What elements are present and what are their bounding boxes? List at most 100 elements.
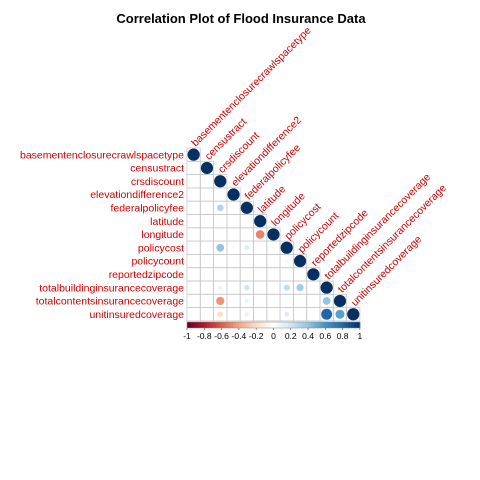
row-label: longitude [141, 229, 184, 241]
colorbar-segment [227, 322, 231, 328]
row-label: federalpolicyfee [110, 202, 184, 214]
colorbar-segment [339, 322, 344, 328]
grid-cell [199, 214, 215, 229]
colorbar-segment [241, 322, 246, 328]
colorbar-segment [221, 322, 225, 328]
colorbar-segment [192, 322, 197, 328]
colorbar-tick-label: -0.4 [232, 331, 247, 341]
correlation-circle [280, 241, 293, 254]
colorbar-tick-label: -0.6 [214, 331, 229, 341]
row-label: reportedzipcode [109, 269, 184, 281]
colorbar-tick-label: -0.8 [197, 331, 212, 341]
row-label: censustract [130, 163, 184, 175]
grid-cell [226, 214, 241, 229]
colorbar-segment [325, 322, 329, 328]
row-label: basementenclosurecrawlspacetype [20, 149, 184, 161]
colorbar-segment [290, 322, 295, 328]
colorbar-segment [230, 322, 234, 328]
grid-cell [226, 293, 241, 308]
grid-cell [199, 267, 215, 282]
colorbar-tick-label: 1 [358, 331, 363, 341]
grid-cell [266, 253, 281, 269]
grid-cell [199, 187, 215, 202]
correlation-circle [232, 246, 235, 250]
grid-cell [186, 293, 201, 308]
colorbar-segment [187, 322, 191, 328]
colorbar-tick-label: 0.4 [302, 331, 314, 341]
row-label: totalbuildinginsurancecoverage [39, 282, 184, 294]
row-label: latitude [150, 216, 184, 228]
correlation-circle [322, 297, 331, 305]
colorbar-segment [238, 322, 243, 328]
colorbar-segment [345, 322, 349, 328]
row-labels: basementenclosurecrawlspacetype censustra… [20, 149, 184, 321]
correlation-circle [218, 285, 223, 290]
grid-cell [186, 214, 201, 229]
grid-cell [306, 307, 321, 322]
grid-cell [292, 267, 308, 282]
colorbar-segment [331, 322, 335, 328]
colorbar-segment [235, 322, 240, 328]
correlation-circle [333, 294, 347, 308]
row-label: crsdiscount [131, 176, 184, 188]
colorbar-segment [284, 322, 289, 328]
grid-cell [292, 293, 308, 308]
correlation-circle [217, 311, 223, 317]
column-label: totalbuildinginsurancecoverage [322, 171, 433, 282]
correlation-grid [186, 147, 361, 322]
row-label: totalcontentsinsurancecoverage [36, 296, 184, 308]
grid-cell [186, 280, 201, 295]
grid-cell [253, 280, 268, 295]
grid-cell [186, 227, 201, 242]
colorbar-segment [302, 322, 306, 328]
column-labels: basementenclosurecrawlspacetypecensustra… [189, 25, 449, 309]
grid-cell [226, 307, 241, 322]
grid-cell [306, 293, 321, 308]
colorbar-segment [189, 322, 194, 328]
correlation-circle [187, 148, 200, 161]
correlation-circle [216, 296, 225, 306]
grid-cell [253, 240, 268, 255]
correlation-circle [285, 259, 289, 263]
row-label: policycost [138, 242, 184, 254]
colorbar-segment [267, 322, 271, 328]
correlation-circle [272, 246, 275, 250]
grid-cell [199, 227, 215, 242]
colorbar-segment [198, 322, 202, 328]
colorbar-segment [316, 322, 320, 328]
column-label: totalcontentsinsurancecoverage [336, 182, 449, 295]
colorbar-segment [210, 322, 214, 328]
grid-cell [213, 227, 228, 242]
grid-cell [266, 307, 281, 322]
grid-cell [226, 280, 241, 295]
grid-cell [186, 174, 201, 189]
colorbar-segment [233, 322, 237, 328]
colorbar-segment [256, 322, 260, 328]
correlation-circle [216, 204, 224, 212]
grid-cell [186, 307, 201, 322]
colorbar-segment [244, 322, 248, 328]
grid-cell [253, 293, 268, 308]
correlation-circle [254, 215, 267, 228]
correlation-circle [244, 284, 250, 291]
grid-cell [266, 280, 281, 295]
grid-cell [292, 307, 308, 322]
colorbar-tick-label: -0.2 [249, 331, 264, 341]
colorbar-segment [305, 322, 309, 328]
correlation-circle [216, 243, 225, 252]
grid-cell [253, 253, 268, 269]
colorbar-segment [247, 322, 251, 328]
colorbar-segment [276, 322, 280, 328]
colorbar-segment [270, 322, 274, 328]
correlation-circle [255, 230, 265, 239]
correlation-circles [187, 148, 360, 321]
grid-cell [253, 307, 268, 322]
grid-cell [306, 280, 321, 295]
correlation-circle [307, 268, 320, 281]
correlation-circle [267, 228, 280, 241]
grid-cell [199, 280, 215, 295]
colorbar-segment [218, 322, 222, 328]
correlation-circle [283, 284, 290, 291]
grid-cell [226, 253, 241, 269]
